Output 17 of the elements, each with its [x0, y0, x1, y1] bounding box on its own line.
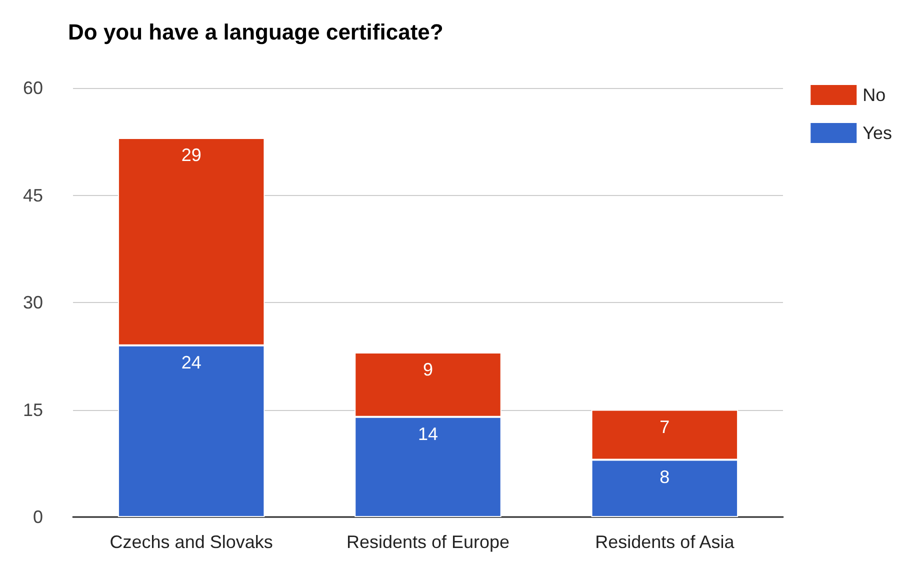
y-tick-label: 60 — [22, 78, 43, 98]
data-label: 8 — [660, 466, 670, 487]
y-tick-label: 30 — [22, 292, 43, 312]
data-label: 9 — [422, 360, 434, 380]
y-tick-label: 45 — [22, 185, 43, 206]
legend-label: Yes — [862, 123, 892, 143]
x-tick-label: Residents of Asia — [595, 532, 736, 552]
x-tick-label: Residents of Europe — [346, 532, 510, 552]
data-label: 14 — [418, 424, 438, 444]
y-tick-label: 0 — [32, 507, 43, 527]
data-label: 7 — [660, 416, 670, 437]
x-tick-label: Czechs and Slovaks — [110, 532, 273, 552]
legend-label: No — [862, 85, 886, 105]
data-label: 24 — [181, 352, 202, 372]
chart-title: Do you have a language certificate? — [68, 20, 444, 44]
y-tick-label: 15 — [22, 400, 43, 420]
data-label: 29 — [181, 145, 202, 166]
